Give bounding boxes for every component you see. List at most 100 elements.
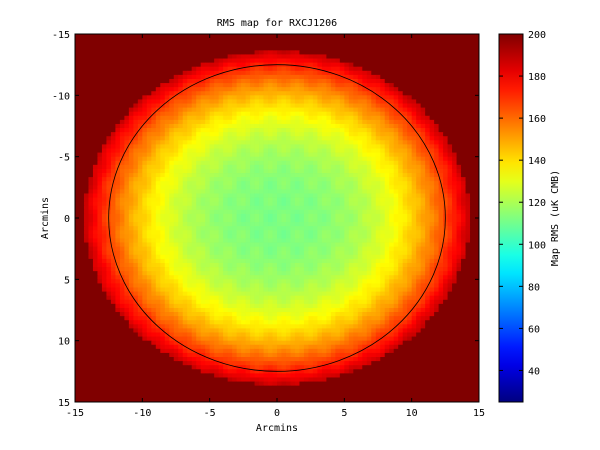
heatmap-cell xyxy=(209,42,215,47)
heatmap-cell xyxy=(146,66,152,72)
heatmap-cell xyxy=(299,177,305,182)
heatmap-cell xyxy=(461,54,466,59)
heatmap-cell xyxy=(137,103,143,108)
heatmap-cell xyxy=(294,148,300,153)
heatmap-cell xyxy=(209,78,215,84)
heatmap-cell xyxy=(303,246,309,252)
heatmap-cell xyxy=(133,119,139,125)
heatmap-cell xyxy=(411,181,417,186)
heatmap-cell xyxy=(303,144,309,149)
heatmap-cell xyxy=(110,58,116,64)
heatmap-cell xyxy=(205,258,211,264)
heatmap-cell xyxy=(101,132,107,137)
heatmap-cell xyxy=(393,193,399,198)
heatmap-cell xyxy=(303,152,309,158)
heatmap-cell xyxy=(232,258,237,264)
heatmap-cell xyxy=(169,132,175,137)
heatmap-cell xyxy=(142,144,148,149)
heatmap-cell xyxy=(232,136,237,141)
heatmap-cell xyxy=(456,164,462,170)
heatmap-cell xyxy=(371,46,377,51)
heatmap-cell xyxy=(303,58,309,64)
heatmap-cell xyxy=(106,177,112,182)
heatmap-cell xyxy=(344,119,350,125)
heatmap-cell xyxy=(133,144,139,149)
heatmap-cell xyxy=(227,119,233,125)
heatmap-cell xyxy=(429,62,435,68)
heatmap-cell xyxy=(272,185,278,190)
heatmap-cell xyxy=(75,132,80,137)
heatmap-cell xyxy=(110,222,116,227)
heatmap-cell xyxy=(101,123,107,129)
heatmap-cell xyxy=(371,197,377,203)
heatmap-cell xyxy=(353,132,359,137)
heatmap-cell xyxy=(205,152,211,158)
heatmap-cell xyxy=(79,78,85,84)
heatmap-cell xyxy=(133,254,139,260)
heatmap-cell xyxy=(452,38,457,43)
heatmap-cell xyxy=(200,144,206,149)
heatmap-cell xyxy=(83,197,89,203)
heatmap-cell xyxy=(303,66,309,72)
heatmap-cell xyxy=(196,177,202,182)
heatmap-cell xyxy=(263,152,269,158)
heatmap-cell xyxy=(75,50,80,55)
heatmap-cell xyxy=(119,246,125,252)
heatmap-cell xyxy=(142,128,148,133)
heatmap-cell xyxy=(241,115,246,121)
heatmap-cell xyxy=(178,197,184,203)
heatmap-cell xyxy=(232,95,237,100)
heatmap-cell xyxy=(312,201,318,207)
heatmap-cell xyxy=(317,34,323,39)
heatmap-cell xyxy=(263,136,269,141)
heatmap-cell xyxy=(326,38,332,43)
heatmap-cell xyxy=(142,205,148,211)
heatmap-cell xyxy=(407,205,413,211)
heatmap-cell xyxy=(402,201,408,207)
heatmap-cell xyxy=(452,99,457,104)
heatmap-cell xyxy=(447,107,453,113)
heatmap-cell xyxy=(164,144,170,149)
heatmap-cell xyxy=(321,107,327,113)
heatmap-cell xyxy=(294,95,300,100)
heatmap-cell xyxy=(380,218,386,223)
heatmap-cell xyxy=(326,148,332,153)
heatmap-cell xyxy=(299,54,305,59)
heatmap-cell xyxy=(353,234,359,239)
heatmap-cell xyxy=(200,238,206,243)
heatmap-cell xyxy=(128,107,134,113)
heatmap-cell xyxy=(106,62,112,68)
heatmap-cell xyxy=(214,148,220,153)
heatmap-cell xyxy=(227,173,233,178)
heatmap-cell xyxy=(250,78,255,84)
heatmap-cell xyxy=(209,189,215,194)
heatmap-cell xyxy=(357,177,363,182)
heatmap-cell xyxy=(196,156,202,162)
heatmap-cell xyxy=(380,246,386,252)
heatmap-cell xyxy=(407,209,413,215)
heatmap-cell xyxy=(142,140,148,145)
heatmap-cell xyxy=(106,168,112,174)
heatmap-cell xyxy=(124,148,130,153)
heatmap-cell xyxy=(97,66,103,72)
heatmap-cell xyxy=(200,234,206,239)
heatmap-cell xyxy=(272,38,278,43)
heatmap-cell xyxy=(407,38,413,43)
heatmap-cell xyxy=(254,123,260,129)
heatmap-cell xyxy=(366,132,372,137)
heatmap-cell xyxy=(456,148,462,153)
heatmap-cell xyxy=(375,213,381,219)
heatmap-cell xyxy=(241,222,246,227)
heatmap-cell xyxy=(106,83,112,88)
heatmap-cell xyxy=(106,230,112,235)
heatmap-cell xyxy=(128,34,134,39)
heatmap-cell xyxy=(389,213,395,219)
heatmap-cell xyxy=(380,74,386,80)
heatmap-cell xyxy=(425,250,431,256)
heatmap-cell xyxy=(218,205,224,211)
heatmap-cell xyxy=(357,201,363,207)
heatmap-cell xyxy=(128,205,134,211)
heatmap-cell xyxy=(245,213,251,219)
heatmap-cell xyxy=(263,38,269,43)
heatmap-cell xyxy=(232,87,237,92)
